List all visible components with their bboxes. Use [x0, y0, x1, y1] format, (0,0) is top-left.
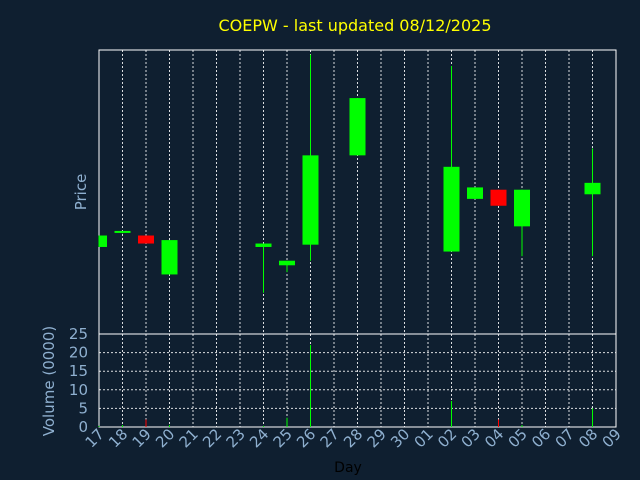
candle-body [279, 261, 295, 266]
candle-body [491, 190, 507, 206]
candle [256, 244, 272, 293]
candle-body [585, 183, 601, 194]
x-tick-label: 22 [199, 425, 225, 451]
x-tick-label: 07 [552, 425, 578, 451]
candle-body [99, 236, 107, 247]
candle-body [138, 236, 154, 244]
candle [162, 240, 178, 274]
x-tick-label: 21 [176, 425, 202, 451]
candle [115, 231, 131, 233]
candle-body [115, 231, 131, 233]
x-tick-label: 06 [528, 425, 554, 451]
x-tick-label: 20 [152, 425, 178, 451]
x-tick-label: 02 [434, 425, 460, 451]
x-tick-label: 26 [293, 425, 319, 451]
candle-body [467, 187, 483, 198]
x-tick-label: 24 [246, 425, 272, 451]
x-tick-label: 29 [364, 425, 390, 451]
chart-title: COEPW - last updated 08/12/2025 [218, 16, 491, 35]
volume-axis-label: Volume (0000) [40, 326, 58, 436]
volume-tick-label: 0 [78, 418, 88, 436]
volume-panel [99, 334, 616, 427]
x-tick-label: 04 [481, 425, 507, 451]
x-tick-label: 25 [270, 425, 296, 451]
candle [467, 187, 483, 198]
candle [99, 236, 107, 247]
volume-tick-label: 15 [69, 362, 88, 380]
x-tick-label: 08 [575, 425, 601, 451]
x-tick-label: 28 [340, 425, 366, 451]
candle [279, 261, 295, 272]
volume-tick-label: 20 [69, 344, 88, 362]
x-tick-label: 18 [105, 425, 131, 451]
candle-body [350, 98, 366, 155]
x-tick-label: 27 [317, 425, 343, 451]
x-tick-label: 09 [599, 425, 625, 451]
x-tick-label: 05 [505, 425, 531, 451]
candle [585, 148, 601, 256]
x-tick-label: 19 [129, 425, 155, 451]
volume-tick-label: 5 [78, 399, 88, 417]
candle-body [514, 190, 530, 227]
x-tick-label: 23 [223, 425, 249, 451]
candle [491, 190, 507, 206]
candle-body [303, 155, 319, 244]
candle-body [256, 244, 272, 247]
x-axis-label: Day [334, 460, 362, 476]
price-panel [99, 50, 616, 334]
candle [514, 190, 530, 256]
candle [138, 236, 154, 244]
volume-tick-label: 25 [69, 325, 88, 343]
price-axis-label: Price [72, 174, 90, 211]
x-tick-label: 03 [458, 425, 484, 451]
volume-tick-label: 10 [69, 381, 88, 399]
candle [303, 55, 319, 261]
candle [444, 66, 460, 252]
x-tick-labels: 1718192021222324252627282930010203040506… [82, 425, 625, 451]
candle-body [444, 167, 460, 252]
x-tick-label: 01 [411, 425, 437, 451]
candle-body [162, 240, 178, 274]
candle [350, 98, 366, 155]
x-tick-label: 30 [387, 425, 413, 451]
